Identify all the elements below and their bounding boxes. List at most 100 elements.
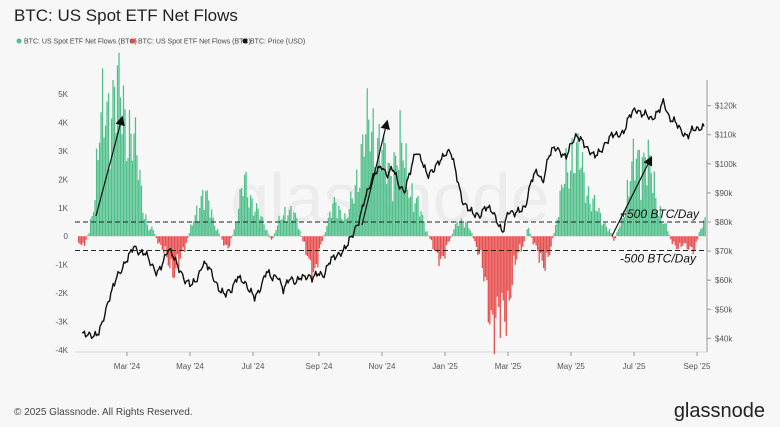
inflow-bar [459,221,461,237]
inflow-bar [190,224,192,237]
inflow-bar [112,79,114,237]
inflow-bar [372,108,374,237]
outflow-bar [441,236,443,257]
outflow-bar [311,236,313,283]
outflow-bar [508,236,510,301]
inflow-bar [237,208,240,237]
outflow-bar [492,236,494,315]
inflow-bar [375,171,377,237]
x-tick-label: Sep '25 [684,362,711,371]
outflow-bar [179,236,181,259]
outflow-bar [308,236,310,259]
legend-label-inflow: BTC: US Spot ETF Net Flows (BTC) [24,39,137,46]
inflow-bar [208,200,210,237]
inflow-bar [557,217,560,237]
outflow-bar [546,236,548,253]
inflow-bar [400,142,403,237]
outflow-bar [511,236,513,286]
outflow-bar [671,236,673,245]
inflow-bar [110,118,113,237]
left-tick-label: -4K [56,346,69,355]
inflow-bar [553,232,555,237]
inflow-bar [152,230,155,237]
inflow-bar [565,148,567,237]
inflow-bar [374,166,376,237]
inflow-bar [330,217,332,237]
right-tick-label: $60k [715,276,733,285]
outflow-bar [478,236,480,254]
inflow-bar [287,215,289,237]
outflow-bar [175,236,177,269]
outflow-bar [670,236,672,240]
outflow-bar [499,236,501,338]
outflow-bar [269,236,271,238]
inflow-bar [619,226,621,237]
inflow-bar [580,167,582,237]
left-tick-label: 4K [58,118,68,127]
inflow-bar [285,221,288,237]
outflow-bar [309,236,312,261]
outflow-bar [80,236,83,245]
outflow-bar [445,236,448,245]
left-tick-label: 3K [58,147,68,156]
inflow-bar [335,202,337,237]
outflow-bar [677,236,679,250]
outflow-bar [170,236,172,259]
inflow-bar [590,210,593,237]
outflow-bar [682,236,684,246]
inflow-bar [383,134,385,237]
inflow-bar [384,143,386,237]
inflow-bar [650,173,652,237]
inflow-bar [139,169,141,237]
inflow-bar [380,170,382,237]
inflow-bar [293,211,295,237]
inflow-bar [638,149,640,237]
inflow-bar [194,215,196,237]
outflow-bar [694,236,696,250]
inflow-bar [336,218,338,237]
inflow-bar [92,212,95,237]
outflow-bar [447,236,449,243]
inflow-bar [248,207,250,237]
inflow-bar [125,161,128,237]
right-axis: $120k $110k $100k $90k $80k $70k $60k $50k $40k [707,102,738,343]
outflow-bar [486,236,488,281]
outflow-bar [679,236,681,243]
inflow-bar [341,218,343,237]
outflow-bar [300,236,303,237]
outflow-bar [442,236,445,257]
inflow-bar [554,224,557,237]
left-tick-label: 2K [58,175,68,184]
inflow-bar [206,190,208,237]
inflow-bar [566,172,569,237]
brand-logo: glassnode [674,400,765,422]
outflow-bar [164,236,166,247]
outflow-bar [472,236,475,239]
inflow-bar [257,208,259,237]
inflow-bar [212,217,214,237]
outflow-bar [505,236,507,336]
inflow-bar [151,226,153,237]
outflow-bar [160,236,162,245]
inflow-bar [124,109,126,237]
left-tick-label: -1K [56,261,69,270]
outflow-bar [531,236,533,238]
outflow-bar [532,236,534,245]
outflow-bar [673,236,675,242]
inflow-bar [643,152,645,237]
inflow-bar [98,142,101,237]
outflow-bar [481,236,483,269]
inflow-bar [235,221,237,237]
outflow-bar [549,236,551,256]
outflow-bar [510,236,512,299]
inflow-bar [620,213,623,237]
inflow-bar [456,221,458,237]
inflow-bar [362,134,364,237]
x-tick-label: Jul '25 [623,362,646,371]
outflow-bar [230,236,232,239]
inflow-bar [360,144,362,237]
inflow-bar [121,134,123,237]
inflow-bar [145,214,147,237]
inflow-bar [563,183,566,237]
